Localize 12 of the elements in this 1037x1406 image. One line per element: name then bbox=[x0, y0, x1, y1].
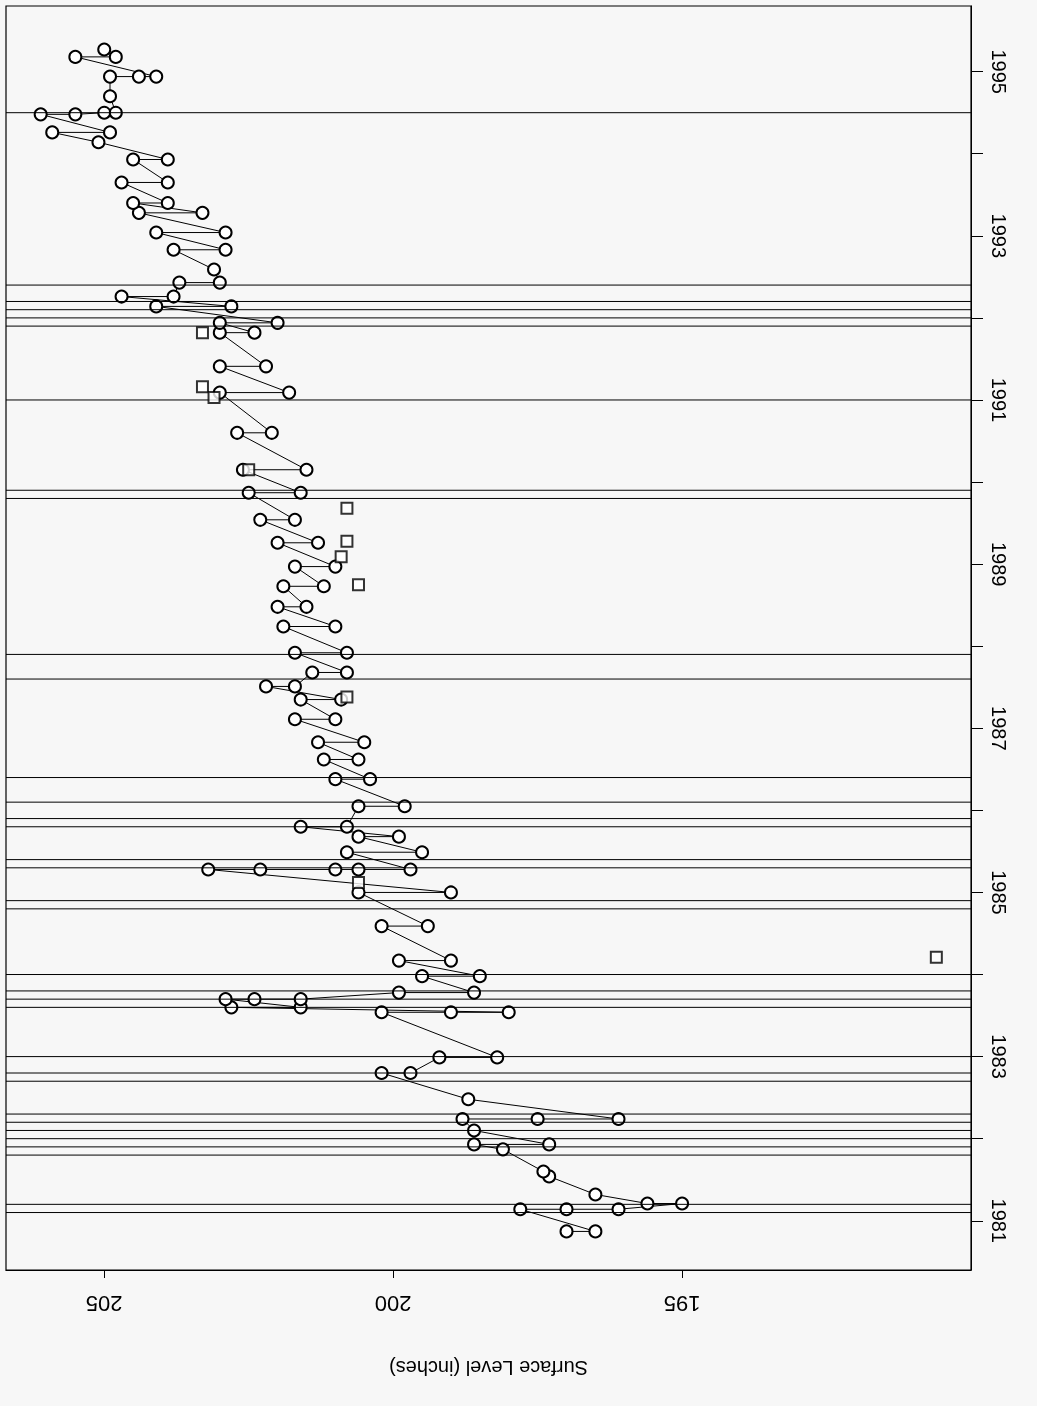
y-tick-label: 1987 bbox=[988, 706, 1010, 751]
x-tick-label: 195 bbox=[663, 1290, 701, 1316]
y-tick-label: 1989 bbox=[988, 541, 1010, 587]
y-tick-label: 1995 bbox=[988, 49, 1010, 94]
x-tick-label: 200 bbox=[374, 1290, 412, 1316]
y-tick-label: 1983 bbox=[988, 1034, 1010, 1079]
x-axis-title: Surface Level (inches) bbox=[389, 1357, 588, 1379]
y-tick-label: 1985 bbox=[988, 870, 1010, 915]
y-tick-label: 1981 bbox=[988, 1198, 1010, 1243]
y-tick-label: 1991 bbox=[988, 377, 1010, 423]
x-tick-label: 205 bbox=[85, 1290, 123, 1316]
y-tick-label: 1993 bbox=[988, 213, 1010, 259]
